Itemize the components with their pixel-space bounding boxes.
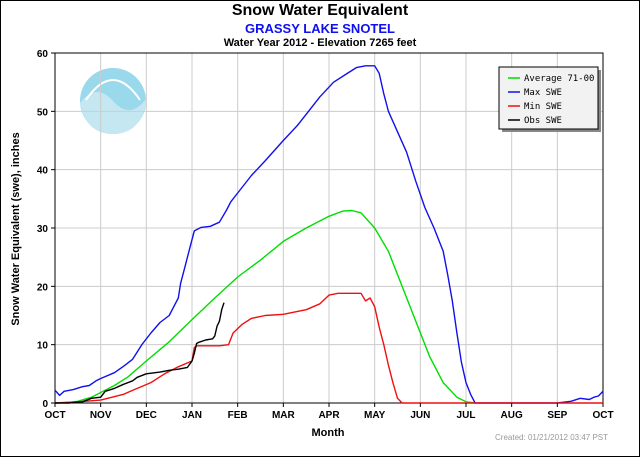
series-line-max-swe [54,65,604,404]
x-tick-label: OCT [44,410,65,421]
x-tick-label: MAR [272,410,296,421]
y-tick-label: 60 [37,49,49,60]
y-tick-label: 0 [42,399,48,410]
series-line-average-71-00 [54,209,476,404]
x-tick-label: AUG [501,410,523,421]
noaa-logo [80,68,146,134]
x-tick-label: MAY [364,410,386,421]
x-tick-label: JUN [410,410,430,421]
axis-ticks: OCT NOV DEC JAN FEB MAR APR MAY JUN JUL AUG SEP OCT0… [37,49,614,421]
y-tick-label: 50 [37,107,49,118]
y-tick-label: 20 [37,282,49,293]
x-tick-label: NOV [90,410,112,421]
series-line-obs-swe [55,302,225,404]
x-tick-label: APR [318,410,340,421]
y-tick-label: 10 [37,341,49,352]
x-tick-label: FEB [228,410,248,421]
x-tick-label: DEC [136,410,157,421]
series-layer [54,65,604,404]
y-tick-label: 30 [37,224,49,235]
chart-title: Snow Water Equivalent [231,2,409,19]
created-timestamp: Created: 01/21/2012 03:47 PST [495,433,608,442]
station-name: GRASSY LAKE SNOTEL [244,21,395,36]
series-line-min-swe [54,292,603,404]
y-tick-label: 40 [37,166,49,177]
x-axis-title: Month [312,427,345,439]
x-tick-label: SEP [547,410,567,421]
legend-label: Max SWE [524,88,562,98]
legend-label: Obs SWE [524,116,562,126]
x-tick-label: OCT [592,410,613,421]
legend-label: Min SWE [524,102,562,112]
legend: Average 71-00 Max SWE Min SWE Obs SWE [498,66,601,132]
x-tick-label: JAN [182,410,202,421]
x-tick-label: JUL [457,410,476,421]
legend-label: Average 71-00 [524,74,594,84]
chart-subtitle: Water Year 2012 - Elevation 7265 feet [223,37,417,49]
y-axis-title: Snow Water Equivalent (swe), inches [10,132,22,325]
